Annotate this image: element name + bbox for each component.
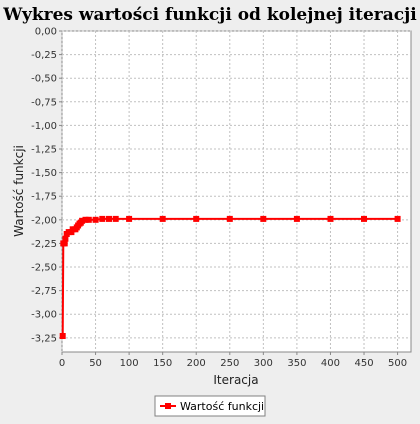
y-tick-label: -2,25 bbox=[31, 239, 57, 250]
data-point bbox=[394, 215, 401, 222]
data-point bbox=[61, 240, 68, 247]
legend-label: Wartość funkcji bbox=[180, 400, 264, 413]
data-point bbox=[159, 215, 166, 222]
legend-marker bbox=[165, 403, 171, 409]
y-axis-label: Wartość funkcji bbox=[12, 145, 26, 237]
series-layer bbox=[59, 215, 401, 339]
x-tick-label: 150 bbox=[153, 358, 172, 369]
legend-box bbox=[154, 395, 266, 417]
x-tick-label: 350 bbox=[287, 358, 306, 369]
y-tick-label: -1,00 bbox=[31, 121, 57, 132]
data-point bbox=[62, 235, 69, 242]
y-tick-label: -1,50 bbox=[31, 168, 57, 179]
y-tick-label: -0,25 bbox=[31, 50, 57, 61]
x-tick-label: 200 bbox=[187, 358, 206, 369]
y-tick-label: -2,50 bbox=[31, 263, 57, 274]
y-tick-label: -0,50 bbox=[31, 74, 57, 85]
y-tick-label: 0,00 bbox=[35, 27, 57, 38]
y-tick-label: -1,75 bbox=[31, 192, 57, 203]
data-point bbox=[126, 215, 133, 222]
x-axis-label: Iteracja bbox=[213, 373, 258, 387]
y-tick-label: -2,00 bbox=[31, 215, 57, 226]
data-point bbox=[85, 216, 92, 223]
x-tick-label: 50 bbox=[89, 358, 102, 369]
x-tick-label: 450 bbox=[354, 358, 373, 369]
data-point bbox=[92, 216, 99, 223]
x-tick-label: 0 bbox=[59, 358, 65, 369]
y-tick-label: -3,00 bbox=[31, 310, 57, 321]
data-point bbox=[79, 217, 86, 224]
y-tick-label: -3,25 bbox=[31, 333, 57, 344]
y-axis-ticks: 0,00 -0,25 -0,50 -0,75 -1,00 -1,25 -1,50 -1,75 -… bbox=[31, 27, 62, 344]
data-point bbox=[193, 215, 200, 222]
y-tick-label: -1,25 bbox=[31, 145, 57, 156]
data-point bbox=[59, 333, 66, 339]
plot-area bbox=[61, 30, 412, 353]
data-point bbox=[293, 215, 300, 222]
data-point bbox=[327, 215, 334, 222]
legend: Wartość funkcji bbox=[154, 395, 266, 417]
x-tick-label: 500 bbox=[388, 358, 407, 369]
x-tick-label: 400 bbox=[321, 358, 340, 369]
data-point bbox=[361, 215, 367, 222]
x-tick-label: 300 bbox=[254, 358, 273, 369]
x-tick-label: 100 bbox=[120, 358, 139, 369]
data-point bbox=[260, 215, 267, 222]
data-point bbox=[82, 216, 89, 223]
chart-title: Wykres wartości funkcji od kolejnej iter… bbox=[2, 5, 417, 25]
data-point bbox=[99, 215, 106, 222]
x-axis-ticks: 0 50 100 150 200 250 300 350 400 450 500 bbox=[59, 352, 407, 369]
x-tick-label: 250 bbox=[220, 358, 239, 369]
data-point bbox=[106, 215, 112, 222]
data-point bbox=[112, 215, 119, 222]
y-tick-label: -2,75 bbox=[31, 286, 57, 297]
data-point bbox=[226, 215, 233, 222]
grid bbox=[61, 30, 411, 352]
y-tick-label: -0,75 bbox=[31, 97, 57, 108]
